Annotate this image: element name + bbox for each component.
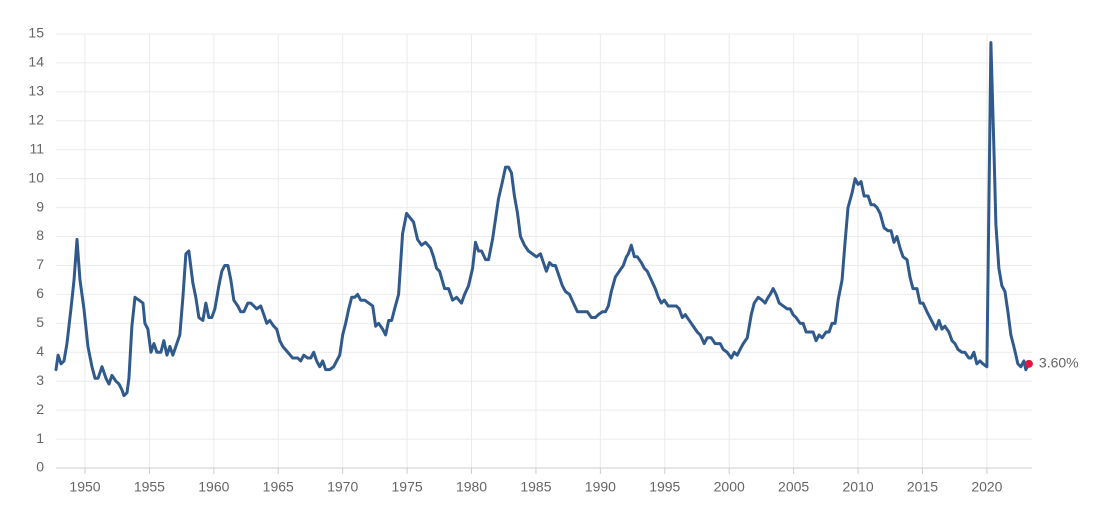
x-tick-label: 1975 bbox=[392, 479, 423, 495]
y-tick-label: 0 bbox=[36, 459, 44, 475]
x-tick-label: 2015 bbox=[907, 479, 938, 495]
y-tick-label: 14 bbox=[28, 54, 44, 70]
y-tick-label: 13 bbox=[28, 83, 44, 99]
x-tick-label: 1955 bbox=[134, 479, 165, 495]
data-line bbox=[54, 41, 1031, 398]
x-tick-label: 2000 bbox=[714, 479, 745, 495]
x-tick-label: 2010 bbox=[842, 479, 873, 495]
y-tick-label: 9 bbox=[36, 198, 44, 214]
y-tick-label: 1 bbox=[36, 430, 44, 446]
y-tick-label: 8 bbox=[36, 227, 44, 243]
x-tick-label: 1960 bbox=[198, 479, 229, 495]
x-tick-label: 2005 bbox=[778, 479, 809, 495]
x-tick-label: 1980 bbox=[456, 479, 487, 495]
x-tick-label: 1950 bbox=[69, 479, 100, 495]
y-tick-label: 10 bbox=[28, 169, 44, 185]
y-tick-label: 3 bbox=[36, 372, 44, 388]
y-tick-label: 11 bbox=[29, 140, 44, 156]
x-tick-label: 1990 bbox=[585, 479, 616, 495]
y-tick-label: 6 bbox=[36, 285, 44, 301]
last-value-label: 3.60% bbox=[1039, 355, 1079, 371]
y-tick-label: 7 bbox=[36, 256, 44, 272]
x-tick-label: 2020 bbox=[971, 479, 1002, 495]
y-tick-label: 4 bbox=[36, 343, 44, 359]
x-tick-label: 1970 bbox=[327, 479, 358, 495]
y-tick-label: 12 bbox=[28, 112, 44, 128]
x-tick-label: 1985 bbox=[520, 479, 551, 495]
y-tick-label: 5 bbox=[36, 314, 44, 330]
x-tick-label: 1995 bbox=[649, 479, 680, 495]
x-tick-label: 1965 bbox=[263, 479, 294, 495]
last-point bbox=[1024, 359, 1033, 368]
y-tick-label: 15 bbox=[28, 25, 44, 41]
y-tick-label: 2 bbox=[36, 401, 44, 417]
